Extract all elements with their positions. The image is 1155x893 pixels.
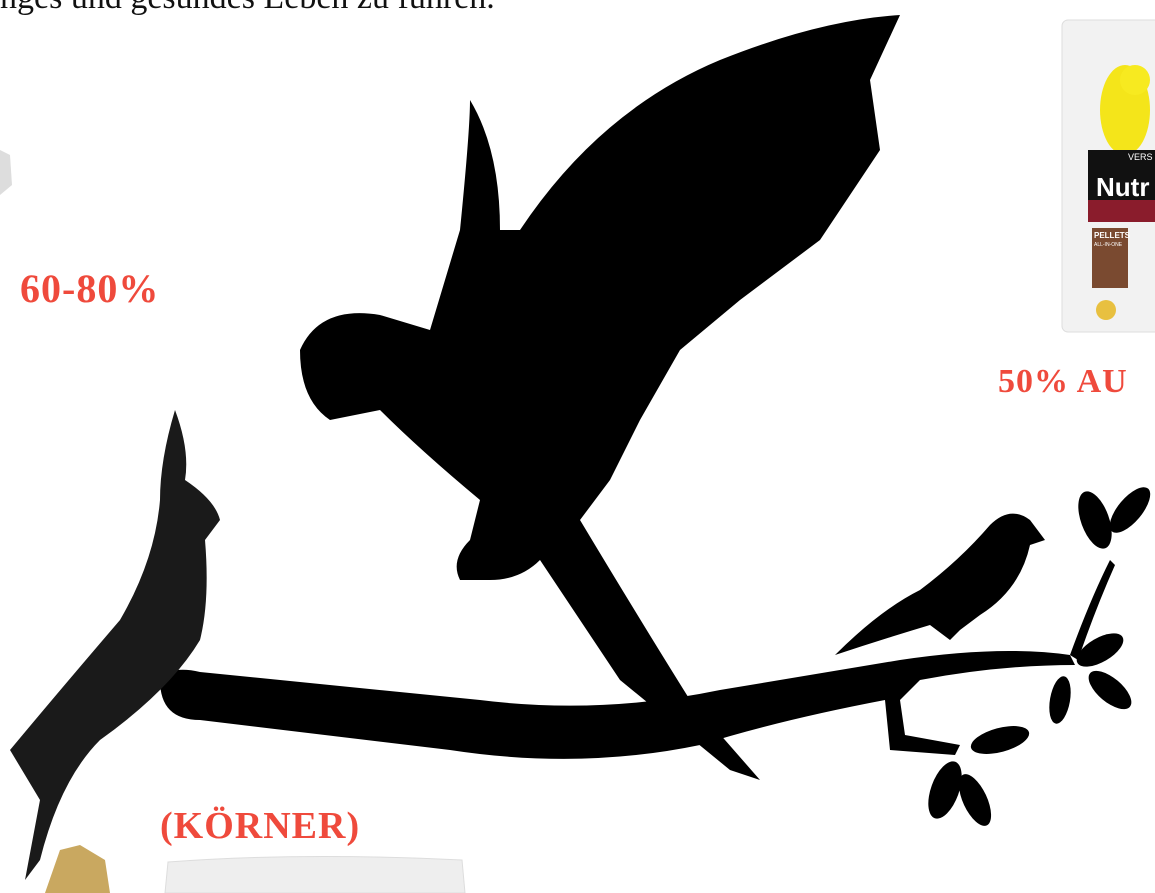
product-type: PELLETS	[1094, 231, 1131, 240]
seeds-label: (KÖRNER)	[160, 805, 360, 847]
seed-bundle	[45, 845, 110, 893]
bucket	[165, 856, 465, 893]
product-brand: VERS	[1128, 152, 1153, 162]
product-name: Nutr	[1096, 172, 1149, 202]
page: nges und gesundes Leben zu führen. VERS …	[0, 0, 1155, 893]
right-percent: 50% AU	[998, 363, 1128, 400]
product-subtype: ALL-IN-ONE	[1094, 242, 1123, 248]
header-text: nges und gesundes Leben zu führen.	[0, 0, 495, 16]
left-percent: 60-80%	[20, 266, 159, 311]
product-bag: VERS Nutr PELLETS ALL-IN-ONE	[1062, 20, 1155, 332]
product-fragment	[0, 150, 12, 195]
bird-silhouettes	[10, 15, 1155, 880]
